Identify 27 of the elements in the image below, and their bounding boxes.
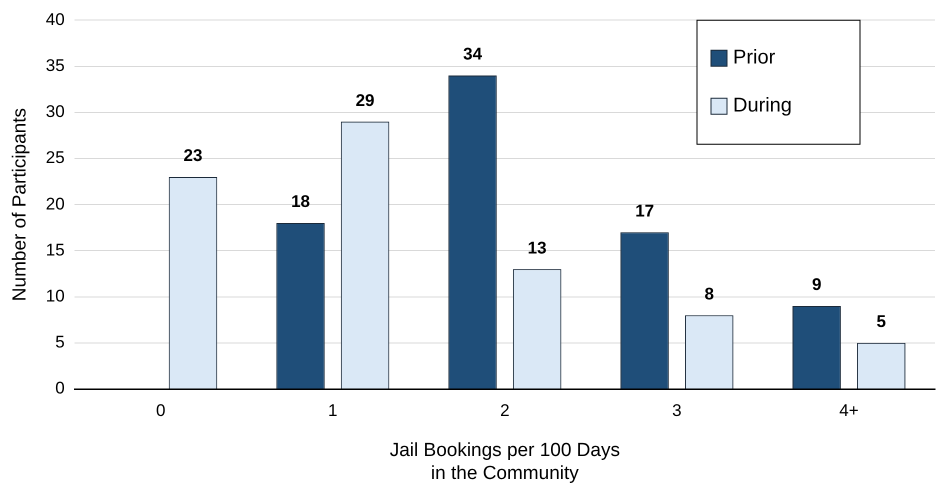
data-label: 5 — [876, 312, 886, 332]
data-label: 34 — [463, 44, 483, 64]
x-axis-title: Jail Bookings per 100 Days in the Community — [390, 440, 620, 484]
y-tick-label: 20 — [46, 194, 65, 214]
x-tick-label: 4+ — [839, 400, 859, 420]
data-label: 9 — [812, 275, 822, 294]
x-tick-label: 0 — [156, 400, 166, 420]
data-label: 29 — [356, 90, 375, 110]
legend-label: Prior — [733, 46, 776, 69]
legend-label: During — [733, 94, 792, 117]
y-tick-label: 35 — [46, 56, 65, 75]
data-label: 23 — [184, 146, 202, 166]
y-tick-label: 40 — [46, 10, 65, 29]
y-axis-title: Number of Participants — [10, 108, 31, 302]
data-label: 18 — [291, 192, 310, 212]
y-tick-label: 25 — [46, 148, 65, 168]
data-label: 13 — [528, 238, 547, 258]
x-tick-label: 2 — [500, 400, 510, 420]
y-tick-label: 5 — [55, 332, 65, 352]
y-tick-label: 30 — [46, 102, 65, 122]
data-label: 17 — [635, 201, 654, 220]
y-tick-label: 0 — [55, 378, 65, 398]
y-tick-label: 10 — [46, 286, 65, 306]
x-tick-label: 3 — [672, 400, 682, 420]
y-tick-label: 15 — [46, 240, 65, 260]
data-label: 8 — [704, 284, 714, 304]
x-tick-label: 1 — [328, 400, 338, 420]
